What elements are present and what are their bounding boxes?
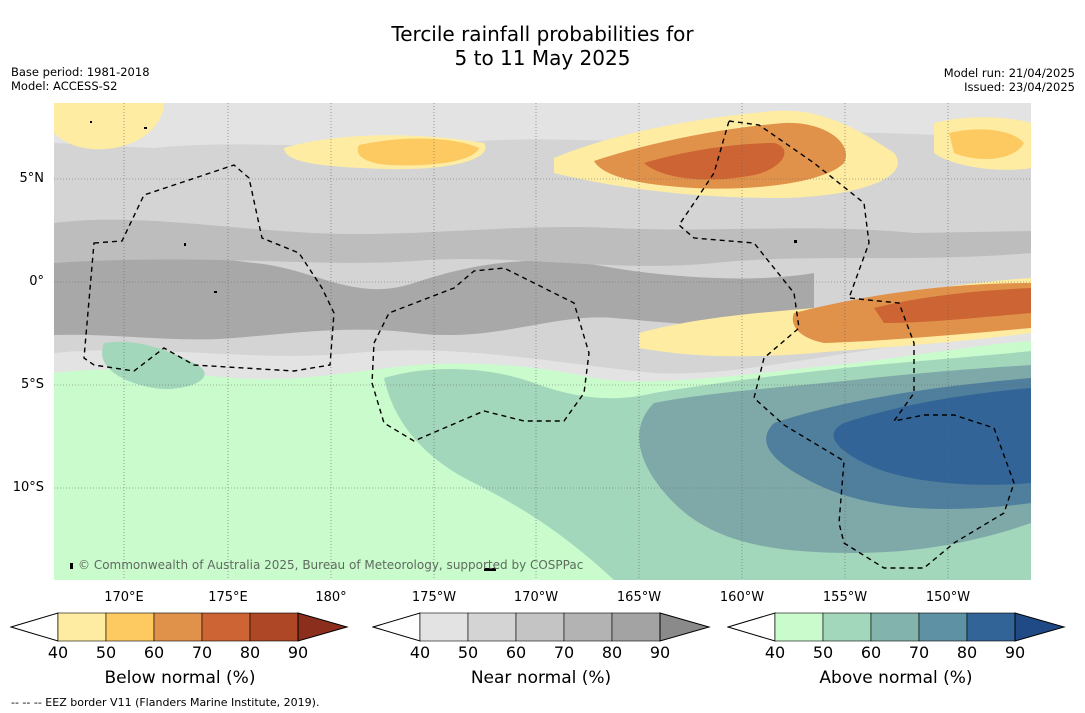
lon-label-180: 180°: [315, 590, 347, 605]
lat-label-5s: 5°S: [20, 377, 44, 392]
colorbar-above-high-arrow: [1014, 612, 1066, 642]
below-normal-70-region-se: [874, 288, 1031, 323]
colorbar-above-tick-90: 90: [1004, 643, 1026, 662]
colorbar-near-bin-40: [419, 612, 469, 642]
lat-label-10s: 10°S: [12, 480, 44, 495]
colorbar-below-tick-70: 70: [191, 643, 213, 662]
colorbar-below-bin-50: [105, 612, 155, 642]
colorbar-near-bin-80: [611, 612, 661, 642]
colorbar-near-tick-60: 60: [505, 643, 527, 662]
below-normal-70-region-ne: [644, 143, 785, 180]
lon-label-165w: 165°W: [616, 590, 662, 605]
map-title: Tercile rainfall probabilities for 5 to …: [0, 22, 1085, 70]
colorbar-below-tick-90: 90: [287, 643, 309, 662]
colorbar-above-tick-50: 50: [812, 643, 834, 662]
colorbar-below-tick-80: 80: [239, 643, 261, 662]
colorbar-below-low-arrow: [10, 612, 59, 642]
colorbar-near-title: Near normal (%): [470, 668, 612, 688]
colorbar-above-bin-80: [966, 612, 1016, 642]
colorbar-near-normal: [372, 612, 711, 642]
colorbar-near-high-arrow: [659, 612, 711, 642]
meta-right: Model run: 21/04/2025 Issued: 23/04/2025: [944, 66, 1075, 94]
model-name: Model: ACCESS-S2: [11, 79, 118, 93]
lon-label-160w: 160°W: [719, 590, 765, 605]
colorbar-near-low-arrow: [372, 612, 421, 642]
colorbar-near-tick-80: 80: [601, 643, 623, 662]
colorbar-below-high-arrow: [297, 612, 349, 642]
lon-label-175e: 175°E: [208, 590, 248, 605]
model-run: Model run: 21/04/2025: [943, 66, 1075, 80]
colorbar-above-low-arrow: [727, 612, 776, 642]
colorbar-near-tick-70: 70: [553, 643, 575, 662]
colorbar-below-tick-50: 50: [95, 643, 117, 662]
colorbar-above-bin-40: [774, 612, 824, 642]
colorbar-below-bin-60: [153, 612, 203, 642]
islands: [70, 121, 797, 571]
issued-date: Issued: 23/04/2025: [964, 80, 1075, 94]
colorbar-above-tick-70: 70: [908, 643, 930, 662]
colorbar-below-bin-70: [201, 612, 251, 642]
lon-label-155w: 155°W: [822, 590, 868, 605]
title-line-1: Tercile rainfall probabilities for: [391, 22, 694, 46]
colorbar-near-bin-70: [563, 612, 613, 642]
below-normal-40-region-nw: [54, 103, 164, 150]
colorbar-below-bin-80: [249, 612, 299, 642]
eez-borders: [83, 120, 1015, 569]
colorbar-below-tick-60: 60: [143, 643, 165, 662]
colorbar-below-tick-40: 40: [47, 643, 69, 662]
lat-label-0: 0°: [29, 274, 44, 289]
colorbar-above-bin-50: [822, 612, 872, 642]
base-period: Base period: 1981-2018: [11, 65, 150, 79]
near-normal-mid-region: [54, 219, 1031, 266]
lon-label-150w: 150°W: [925, 590, 971, 605]
lon-label-170w: 170°W: [513, 590, 559, 605]
colorbar-above-tick-80: 80: [956, 643, 978, 662]
probability-map: [54, 103, 1031, 580]
lat-label-5n: 5°N: [19, 171, 45, 186]
above-normal-50-region-west: [102, 341, 205, 389]
colorbar-above-normal: [727, 612, 1066, 642]
colorbar-near-tick-90: 90: [649, 643, 671, 662]
meta-left: Base period: 1981-2018 Model: ACCESS-S2: [11, 65, 150, 93]
colorbar-above-tick-40: 40: [764, 643, 786, 662]
colorbar-near-tick-50: 50: [457, 643, 479, 662]
colorbar-near-tick-40: 40: [409, 643, 431, 662]
colorbar-above-title: Above normal (%): [819, 668, 973, 688]
colorbar-above-tick-60: 60: [860, 643, 882, 662]
colorbar-below-title: Below normal (%): [104, 668, 256, 688]
below-normal-50-region-e: [949, 129, 1024, 159]
colorbar-near-bin-60: [515, 612, 565, 642]
colorbar-below-bin-40: [57, 612, 107, 642]
below-normal-50-region-n: [357, 138, 479, 166]
copyright-notice: © Commonwealth of Australia 2025, Bureau…: [78, 558, 584, 572]
colorbar-above-bin-60: [870, 612, 920, 642]
graticule: [54, 103, 1031, 580]
title-line-2: 5 to 11 May 2025: [454, 46, 631, 70]
lon-label-175w: 175°W: [411, 590, 457, 605]
colorbar-near-bin-50: [467, 612, 517, 642]
lon-label-170e: 170°E: [104, 590, 144, 605]
above-normal-90-region: [833, 388, 1031, 485]
eez-legend-note: -- -- -- EEZ border V11 (Flanders Marine…: [11, 696, 320, 709]
colorbar-above-bin-70: [918, 612, 968, 642]
colorbar-below-normal: [10, 612, 349, 642]
